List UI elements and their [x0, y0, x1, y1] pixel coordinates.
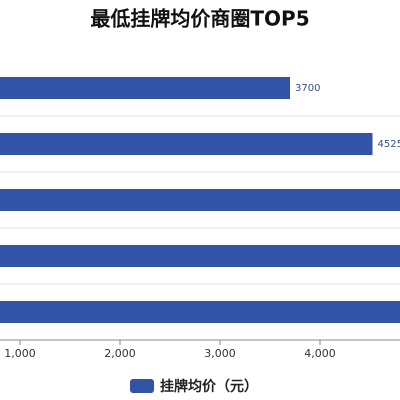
- bar: [0, 133, 373, 155]
- value-label: 3700: [295, 83, 320, 94]
- x-tick-label: 1,000: [4, 347, 36, 360]
- bar: [0, 189, 400, 211]
- bar: [0, 245, 400, 267]
- x-tick-label: 4,000: [304, 347, 336, 360]
- x-tick-label: 2,000: [104, 347, 136, 360]
- bar: [0, 301, 400, 323]
- chart-title: 最低挂牌均价商圈TOP5: [90, 7, 309, 31]
- value-label: 4525: [378, 139, 400, 150]
- legend-label: 挂牌均价（元）: [160, 378, 258, 395]
- bar: [0, 77, 290, 99]
- x-tick-label: 3,000: [204, 347, 236, 360]
- legend-swatch: [130, 379, 154, 393]
